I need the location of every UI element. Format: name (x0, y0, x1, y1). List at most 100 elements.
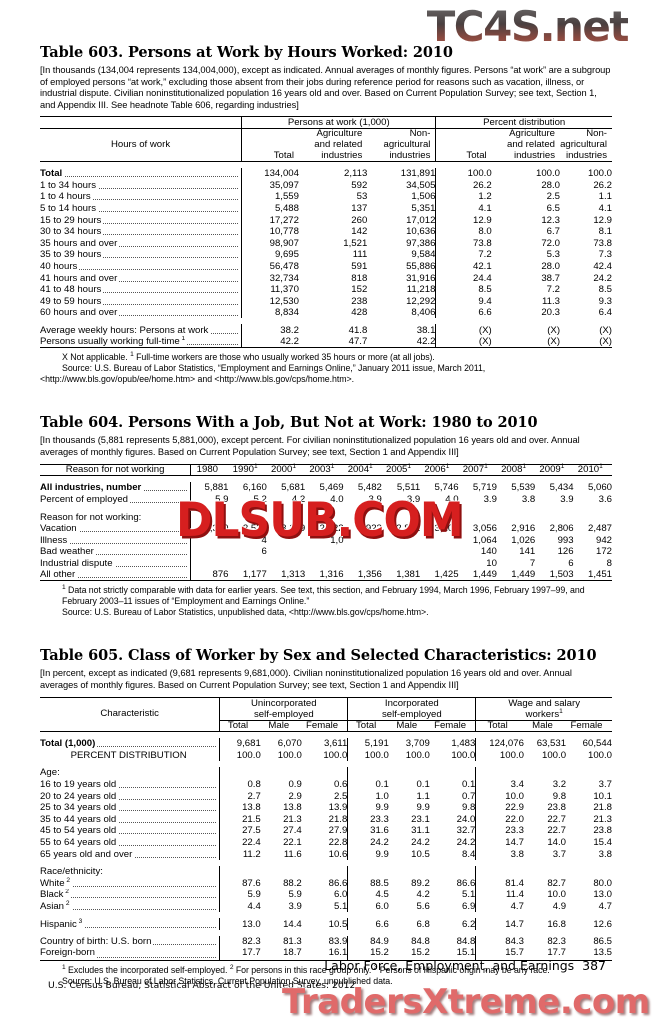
table-row: 41 to 48 hours 11,370 152 11,218 8.5 7.2 8.5 (40, 283, 612, 296)
table-604-section-label: Reason for not working: (40, 511, 142, 523)
data-cell: 11.6 (283, 848, 302, 860)
table-row: PERCENT DISTRIBUTION 100.0 100.0 100.0 100.0… (40, 749, 612, 761)
data-cell: 4.9 (552, 900, 567, 912)
data-cell: 172 (595, 546, 612, 558)
data-cell: 4.0 (445, 493, 459, 505)
data-cell: 26.2 (435, 179, 492, 191)
data-cell: 4.1 (598, 203, 612, 215)
data-cell (267, 546, 305, 558)
data-cell: 12.3 (541, 214, 561, 226)
data-cell: 12.9 (435, 214, 492, 226)
data-cell: 8.5 (598, 284, 612, 296)
col-nonagricultural-1: Non- agricultural industries (367, 128, 436, 162)
table-604-header-row: Reason for not working 1980 19901 20001 … (40, 463, 612, 476)
data-cell: 0.1 (462, 779, 476, 791)
row-label: Average weekly hours: Persons at work (40, 324, 211, 336)
data-cell: 23.3 (475, 824, 524, 837)
leader-dots (40, 211, 239, 213)
data-cell: 2,113 (344, 168, 368, 180)
data-cell: 81.3 (283, 936, 302, 948)
data-cell: 84.9 (347, 935, 389, 948)
data-cell: 13.8 (219, 801, 261, 814)
data-cell: 100.0 (347, 749, 389, 761)
data-cell: 42.2 (241, 335, 299, 349)
leader-dots (40, 245, 239, 247)
data-cell: 21.3 (283, 813, 302, 825)
data-cell: 84.3 (475, 935, 524, 948)
col-year-2004: 20041 (343, 463, 382, 476)
data-cell: 124,076 (475, 737, 524, 750)
leader-dots (40, 926, 217, 928)
data-cell: 4 (261, 534, 267, 546)
data-cell: 22.8 (328, 837, 348, 848)
data-cell: 9.9 (347, 848, 389, 860)
data-cell: 38.1 (416, 324, 436, 336)
data-cell: 17.7 (523, 947, 567, 962)
data-cell: 4.2 (291, 493, 306, 505)
data-cell: 5,469 (319, 482, 344, 494)
data-cell: 13.8 (283, 802, 302, 814)
data-cell: 6.0 (347, 900, 389, 912)
data-cell: 47.7 (298, 335, 368, 349)
data-cell: 100.0 (542, 749, 567, 761)
data-cell: 17,012 (406, 214, 436, 226)
row-label: Hispanic 3 (40, 917, 85, 930)
row-label: Industrial dispute (40, 557, 115, 569)
table-603-title: Table 603. Persons at Work by Hours Work… (40, 44, 453, 61)
row-label-cell: 60 hours and over (40, 307, 242, 319)
data-cell: 13.0 (219, 917, 261, 930)
data-cell: 4.7 (598, 900, 612, 912)
data-cell: 7.2 (546, 284, 561, 296)
data-cell: 18.7 (260, 947, 302, 962)
table-604-body-secondary: Vacation 3,320 3,529 3,109 2,922 2,923 2,892 3,… (40, 522, 612, 581)
table-row: 15 to 29 hours 17,272 260 17,012 12.9 12.3 12.… (40, 214, 612, 226)
data-cell: 8.5 (435, 283, 492, 296)
row-label: 41 to 48 hours (40, 284, 104, 296)
table-603-stub-header: Hours of work (40, 128, 242, 162)
data-cell: 10,636 (406, 226, 436, 238)
data-cell: 2.5 (333, 790, 348, 802)
row-label-cell: 1 to 34 hours (40, 179, 242, 191)
data-cell: 9,695 (241, 248, 299, 261)
col-uninc-male: Male (260, 719, 302, 732)
leader-dots (40, 176, 239, 178)
col-total-1: Total (241, 128, 299, 162)
data-cell: 5,434 (549, 482, 574, 494)
data-cell: 24.4 (435, 272, 492, 284)
row-label: 30 to 34 hours (40, 226, 104, 238)
leader-dots (40, 303, 239, 305)
data-cell (420, 534, 458, 546)
leader-dots (40, 957, 217, 959)
data-cell: 0.7 (462, 790, 476, 802)
data-cell: 26.2 (593, 179, 612, 191)
data-cell: 24.2 (456, 837, 476, 848)
data-cell: 42.4 (593, 261, 612, 272)
col-year-2007: 20071 (458, 463, 497, 476)
page-footer: Labor Force, Employment, and Earnings 38… (0, 944, 652, 1024)
data-cell: 3,611 (324, 738, 348, 750)
row-label-cell: 5 to 14 hours (40, 202, 242, 215)
footnote-marker: 3 (76, 917, 83, 925)
row-label: Country of birth: U.S. born (40, 936, 154, 948)
col-year-2009: 20091 (535, 463, 574, 476)
row-label: 60 hours and over (40, 307, 120, 319)
footnote-marker: 2 (64, 900, 70, 907)
data-cell: 5.2 (253, 493, 267, 505)
data-cell: 32.7 (456, 825, 476, 837)
data-cell: 10.0 (475, 790, 524, 802)
row-label: 49 to 59 hours (40, 295, 104, 307)
data-cell: 1,313 (266, 568, 306, 581)
data-cell: (X) (547, 324, 561, 336)
leader-dots (40, 280, 239, 282)
data-cell: 5.1 (333, 900, 348, 912)
table-row: Vacation 3,320 3,529 3,109 2,922 2,923 2,892 3,… (40, 522, 612, 535)
table-row: 20 to 24 years old 2.7 2.9 2.5 1.0 1.1 0.7 10.0… (40, 790, 612, 802)
table-605-age-body: 16 to 19 years old 0.8 0.9 0.6 0.1 0.1 0.1 3.4 3… (40, 778, 612, 860)
data-cell: 21.3 (593, 813, 612, 825)
data-cell: 22.0 (475, 813, 524, 825)
data-cell: 9.8 (552, 790, 567, 802)
data-cell: 15.1 (429, 947, 476, 962)
row-label-cell: 35 to 44 years old (40, 813, 220, 825)
data-cell: 89.2 (411, 877, 430, 889)
data-cell: 1,177 (228, 568, 267, 581)
